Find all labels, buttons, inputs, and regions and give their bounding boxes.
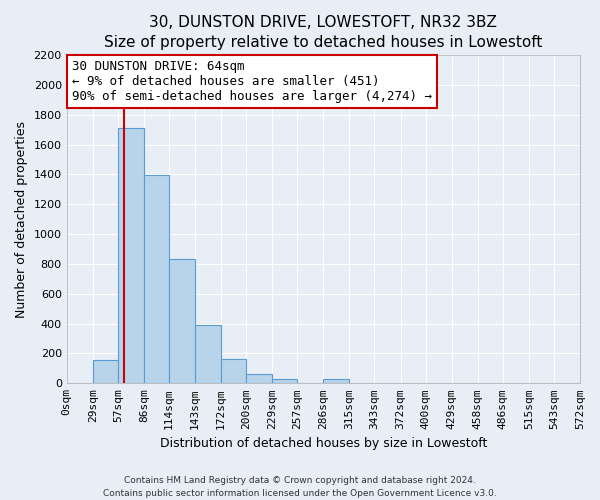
Text: 30 DUNSTON DRIVE: 64sqm
← 9% of detached houses are smaller (451)
90% of semi-de: 30 DUNSTON DRIVE: 64sqm ← 9% of detached…	[72, 60, 432, 103]
Bar	[169, 260, 195, 384]
Bar	[92, 360, 118, 384]
Bar	[272, 379, 298, 384]
Bar	[323, 379, 349, 384]
Bar	[118, 128, 144, 384]
Bar	[195, 325, 221, 384]
Title: 30, DUNSTON DRIVE, LOWESTOFT, NR32 3BZ
Size of property relative to detached hou: 30, DUNSTON DRIVE, LOWESTOFT, NR32 3BZ S…	[104, 15, 542, 50]
Bar	[221, 358, 246, 384]
Bar	[144, 175, 169, 384]
Text: Contains HM Land Registry data © Crown copyright and database right 2024.
Contai: Contains HM Land Registry data © Crown c…	[103, 476, 497, 498]
Y-axis label: Number of detached properties: Number of detached properties	[15, 120, 28, 318]
Bar	[246, 374, 272, 384]
X-axis label: Distribution of detached houses by size in Lowestoft: Distribution of detached houses by size …	[160, 437, 487, 450]
